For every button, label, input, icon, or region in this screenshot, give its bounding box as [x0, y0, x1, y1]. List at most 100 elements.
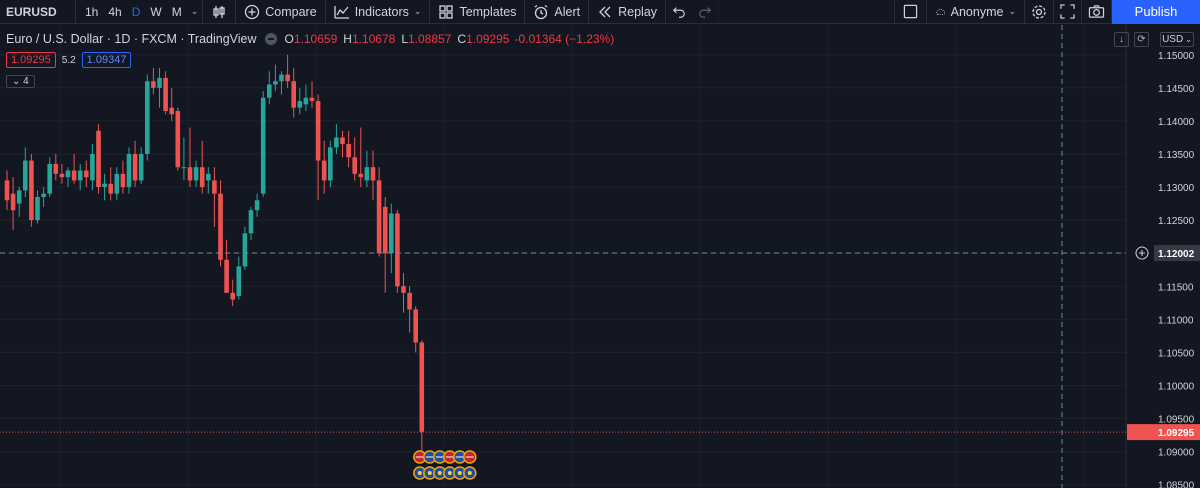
replay-button[interactable]: Replay	[589, 0, 667, 24]
legend-title: Euro / U.S. Dollar · 1D · FXCM · Trading…	[6, 32, 257, 46]
price-tick-label: 1.10500	[1158, 348, 1195, 359]
sell-price-button[interactable]: 1.09295	[6, 52, 56, 68]
candle-body	[199, 167, 205, 188]
fullscreen-button[interactable]	[1054, 0, 1082, 24]
save-layout-button[interactable]: Anonyme ⌄	[927, 0, 1025, 24]
flag-star	[447, 471, 452, 475]
candle-body	[395, 213, 400, 287]
square-icon	[903, 4, 918, 19]
candle-body	[291, 81, 296, 108]
indicators-icon	[334, 5, 349, 19]
compare-button[interactable]: Compare	[236, 0, 326, 24]
spread-value: 5.2	[61, 54, 76, 66]
candle-body	[340, 137, 345, 145]
candles-icon	[213, 5, 225, 18]
candle-body	[346, 144, 351, 158]
price-tick-label: 1.09000	[1158, 448, 1195, 459]
candle-body	[59, 173, 65, 178]
chevron-down-icon: ⌄	[1185, 35, 1192, 44]
buy-price-button[interactable]: 1.09347	[81, 52, 132, 68]
price-tick-label: 1.13000	[1158, 183, 1195, 194]
candle-body	[35, 196, 40, 221]
camera-icon	[1088, 5, 1105, 18]
flag-star	[437, 471, 442, 475]
candle-body	[242, 233, 248, 267]
candle-body	[138, 153, 144, 181]
timeframe-d[interactable]: D	[131, 4, 141, 19]
candle-body	[90, 153, 95, 181]
candle-body	[315, 101, 321, 161]
candle-body	[382, 206, 388, 254]
candle-body	[108, 183, 113, 194]
candle-body	[181, 167, 187, 169]
symbol-search-button[interactable]: EURUSD	[0, 0, 76, 24]
price-tick-label: 1.08500	[1158, 481, 1195, 488]
candle-body	[4, 180, 10, 201]
candle-body	[303, 97, 309, 105]
timeframe-1h[interactable]: 1h	[85, 4, 99, 19]
hide-legend-button[interactable]	[264, 33, 277, 45]
compare-label: Compare	[265, 4, 317, 19]
templates-icon	[439, 4, 454, 19]
candle-body	[120, 173, 126, 188]
auto-scale-button[interactable]: ⟳	[1134, 32, 1149, 47]
candle-body	[334, 137, 339, 148]
candle-body	[273, 81, 278, 85]
scroll-to-latest-button[interactable]: ↓	[1114, 32, 1129, 47]
candle-body	[309, 97, 315, 102]
indicators-collapse-button[interactable]: ⌄ 4	[6, 75, 35, 88]
layout-button[interactable]	[895, 0, 927, 24]
add-alert-icon	[1135, 246, 1149, 260]
redo-button[interactable]	[692, 0, 720, 24]
candle-body	[236, 266, 242, 297]
toolbar-spacer	[719, 0, 895, 24]
candle-body	[29, 160, 34, 221]
timeframe-group: 1h 4h D W M ⌄	[76, 0, 204, 24]
chart-legend: Euro / U.S. Dollar · 1D · FXCM · Trading…	[6, 32, 614, 46]
snapshot-button[interactable]	[1082, 0, 1112, 24]
price-tick-label: 1.11500	[1158, 282, 1194, 293]
settings-button[interactable]	[1025, 0, 1054, 24]
price-tick-label: 1.09500	[1158, 415, 1195, 426]
alert-button[interactable]: Alert	[525, 0, 590, 24]
candle-body	[65, 170, 71, 178]
last-price-label: 1.09295	[1158, 428, 1195, 439]
candle-body	[71, 170, 77, 181]
currency-select[interactable]: USD ⌄	[1160, 32, 1194, 47]
publish-button[interactable]: Publish	[1112, 0, 1200, 24]
candle-body	[151, 81, 156, 88]
timeframe-4h[interactable]: 4h	[108, 4, 122, 19]
candle-body	[169, 107, 174, 115]
undo-button[interactable]	[666, 0, 692, 24]
crosshair-price-tag	[1154, 245, 1200, 262]
candle-body	[145, 81, 150, 154]
price-tick-label: 1.14500	[1158, 84, 1195, 95]
templates-label: Templates	[459, 4, 517, 19]
candle-body	[267, 84, 272, 98]
arrow-down-icon: ↓	[1119, 34, 1124, 45]
candle-body	[413, 309, 418, 343]
currency-label: USD	[1162, 34, 1184, 45]
alert-label: Alert	[554, 4, 581, 19]
indicators-button[interactable]: Indicators ⌄	[326, 0, 431, 24]
refresh-icon: ⟳	[1137, 34, 1146, 45]
redo-icon	[699, 6, 712, 18]
chevron-down-icon: ⌄	[413, 6, 422, 16]
candle-body	[218, 193, 223, 260]
candle-body	[53, 163, 59, 174]
timeframe-w[interactable]: W	[150, 4, 162, 19]
low-value: 1.08857	[408, 32, 452, 46]
candle-body	[41, 193, 46, 197]
chevron-down-icon: ⌄	[12, 76, 21, 87]
price-tick-label: 1.11000	[1158, 315, 1194, 326]
candle-body	[175, 110, 181, 168]
candle-body	[260, 97, 266, 194]
templates-button[interactable]: Templates	[430, 0, 526, 24]
price-chart[interactable]: 1.15000 1.14500 1.14000 1.13500 1.13000 1.125…	[0, 25, 1200, 488]
candle-body	[321, 160, 327, 181]
indicators-count: 4	[23, 76, 29, 87]
timeframe-m[interactable]: M	[171, 4, 182, 19]
candle-body	[285, 74, 290, 82]
chevron-down-icon[interactable]: ⌄	[190, 6, 199, 16]
chart-type-button[interactable]	[203, 0, 237, 24]
